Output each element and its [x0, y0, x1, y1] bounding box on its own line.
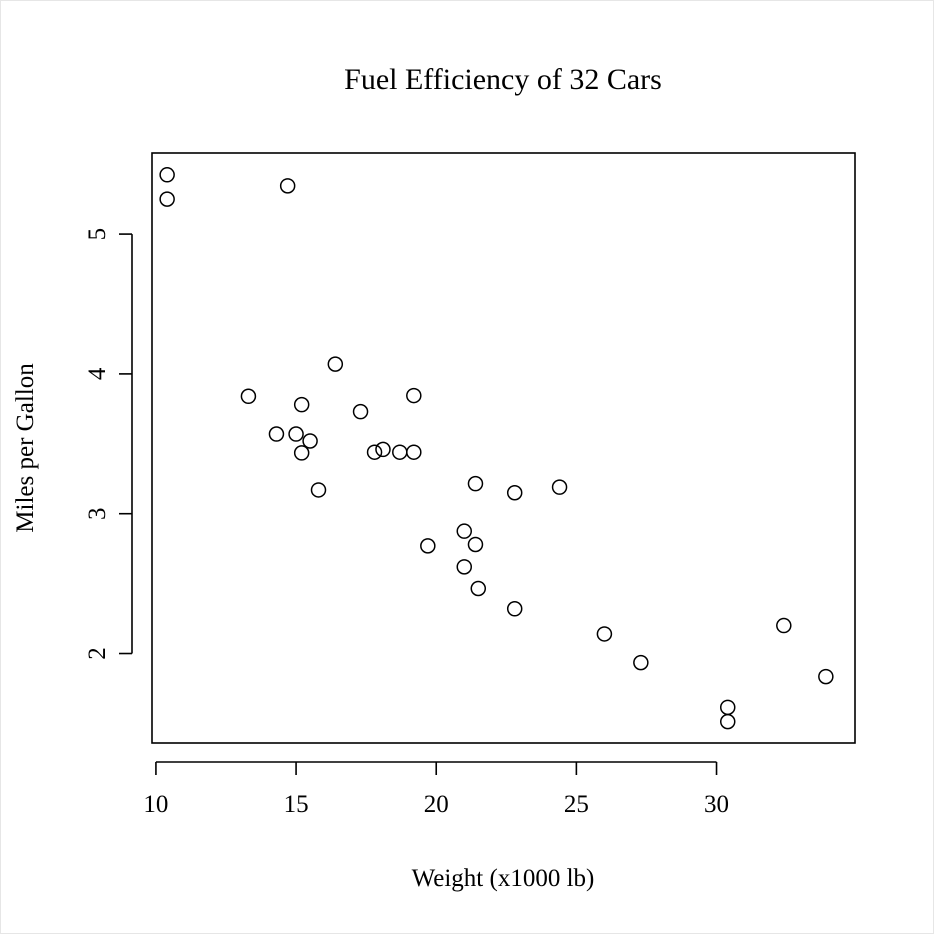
data-point [456, 523, 473, 539]
data-point [506, 601, 523, 617]
data-point [406, 444, 422, 460]
y-tick-label: 5 [84, 228, 111, 241]
y-axis-ticks: 2 3 4 5 [84, 228, 132, 660]
data-point [467, 536, 484, 553]
data-points [159, 167, 834, 730]
data-point [470, 580, 487, 597]
data-point [159, 191, 175, 207]
data-point [406, 387, 422, 404]
y-axis-label: Miles per Gallon [12, 363, 39, 533]
data-point [366, 444, 383, 460]
x-axis-ticks: 10 15 20 25 30 [143, 762, 729, 818]
data-point [551, 479, 568, 495]
x-axis-label: Weight (x1000 lb) [412, 865, 595, 892]
data-point [596, 626, 613, 642]
data-point [288, 426, 304, 442]
data-point [506, 484, 523, 501]
data-point [818, 668, 834, 685]
data-point [279, 178, 296, 194]
data-point [467, 475, 484, 492]
data-point [327, 356, 344, 372]
data-point [392, 444, 408, 460]
data-point [352, 403, 369, 420]
data-point [420, 538, 436, 554]
data-point [293, 445, 310, 461]
x-tick-label: 15 [284, 791, 309, 818]
y-tick-label: 3 [84, 507, 111, 520]
data-point [456, 559, 473, 575]
x-tick-label: 30 [704, 791, 729, 818]
data-point [719, 713, 736, 730]
x-tick-label: 10 [143, 791, 168, 818]
data-point [633, 654, 649, 671]
y-tick-label: 2 [84, 647, 111, 660]
x-tick-label: 20 [424, 791, 449, 818]
chart-title: Fuel Efficiency of 32 Cars [344, 63, 662, 96]
data-point [293, 396, 310, 413]
data-point [375, 441, 391, 458]
data-point [268, 426, 285, 442]
data-point [240, 388, 257, 405]
plot-area-box [151, 152, 856, 744]
data-point [776, 617, 792, 634]
data-point [310, 482, 327, 498]
y-tick-label: 4 [84, 367, 111, 380]
data-point [302, 433, 318, 449]
x-tick-label: 25 [564, 791, 589, 818]
data-point [159, 167, 175, 183]
data-point [719, 699, 736, 716]
